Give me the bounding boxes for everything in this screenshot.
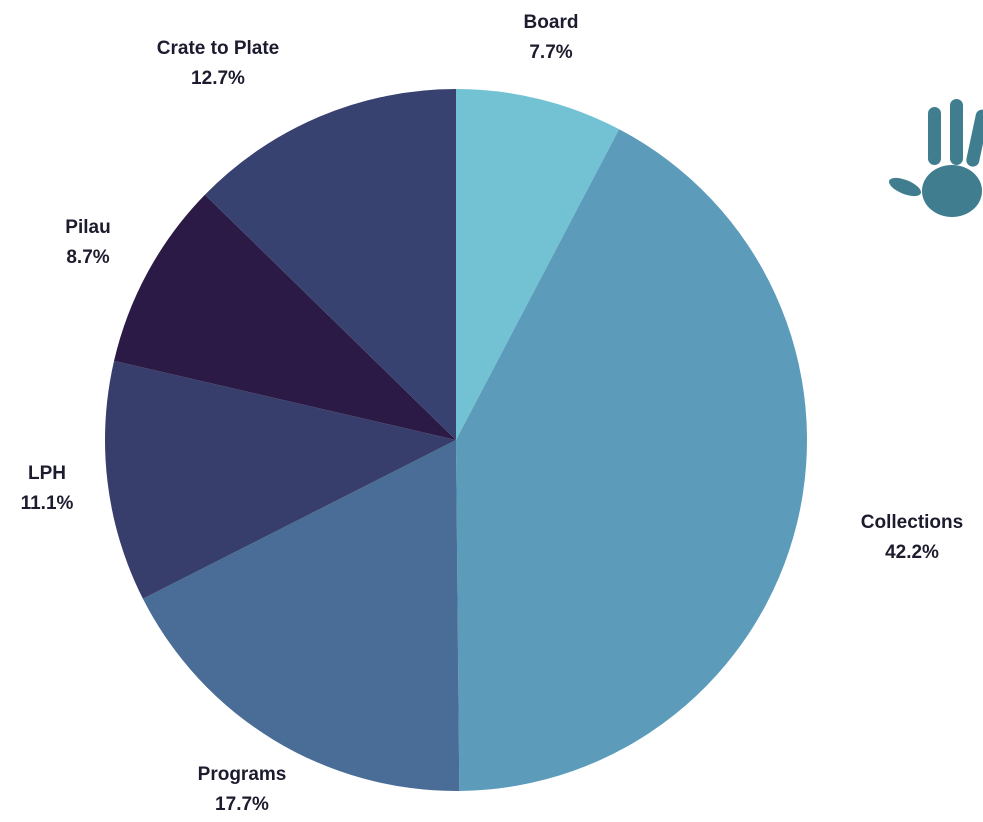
label-collections-pct: 42.2% [885, 542, 939, 563]
label-collections-name: Collections [860, 512, 964, 533]
label-pilau-name: Pilau [65, 217, 111, 238]
label-programs-name: Programs [197, 764, 287, 785]
label-lph: LPH 11.1% [21, 459, 74, 519]
label-lph-pct: 11.1% [20, 493, 74, 514]
hand-print-icon [889, 99, 983, 217]
label-lph-name: LPH [27, 463, 66, 484]
label-collections: Collections 42.2% [861, 508, 963, 568]
label-programs-pct: 17.7% [215, 794, 269, 815]
label-board: Board 7.7% [524, 8, 579, 68]
pie-slice-collections [456, 129, 808, 791]
pie-slice-programs [142, 440, 460, 791]
label-crate-to-plate-pct: 12.7% [191, 68, 245, 89]
label-crate-to-plate-name: Crate to Plate [156, 38, 280, 59]
pie-slice-pilau [114, 194, 457, 440]
label-board-name: Board [523, 12, 579, 33]
label-programs: Programs 17.7% [198, 760, 287, 820]
label-pilau-pct: 8.7% [66, 247, 110, 268]
pie-slice-crate-to-plate [204, 89, 456, 440]
label-board-pct: 7.7% [529, 42, 573, 63]
label-crate-to-plate: Crate to Plate 12.7% [157, 34, 279, 94]
label-pilau: Pilau 8.7% [65, 213, 110, 273]
pie-slice-lph [105, 360, 456, 599]
pie-slice-board [456, 89, 620, 440]
